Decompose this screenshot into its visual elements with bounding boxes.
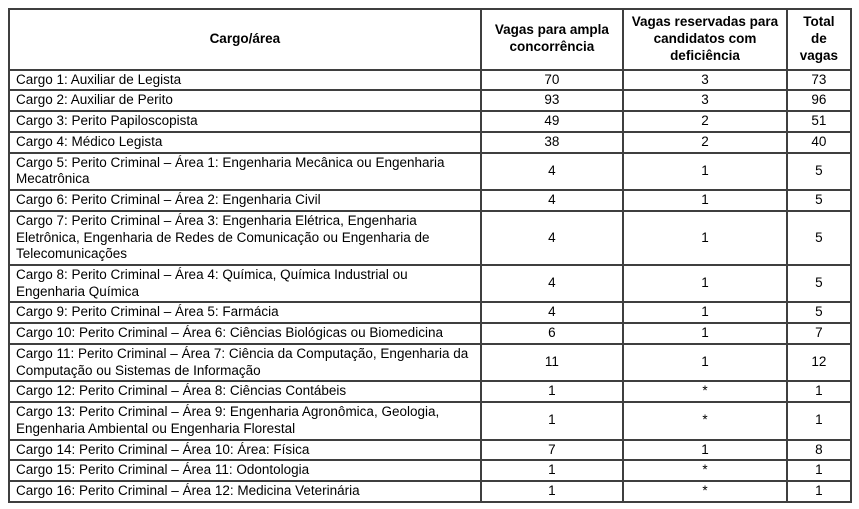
- total-cell: 51: [785, 110, 853, 133]
- cargo-cell: Cargo 16: Perito Criminal – Área 12: Med…: [8, 480, 482, 503]
- table-row: Cargo 3: Perito Papiloscopista 49 2 51: [8, 110, 853, 133]
- total-cell: 8: [785, 438, 853, 462]
- reservadas-cell: 1: [622, 189, 788, 212]
- table-row: Cargo 5: Perito Criminal – Área 1: Engen…: [8, 151, 853, 192]
- total-cell: 1: [785, 459, 853, 483]
- column-header-cargo: Cargo/área: [8, 8, 482, 71]
- table-row: Cargo 16: Perito Criminal – Área 12: Med…: [8, 480, 853, 503]
- reservadas-cell: 1: [622, 209, 788, 266]
- total-cell: 5: [785, 301, 853, 325]
- total-cell: 12: [785, 342, 853, 383]
- table-row: Cargo 10: Perito Criminal – Área 6: Ciên…: [8, 322, 853, 345]
- cargo-cell: Cargo 13: Perito Criminal – Área 9: Enge…: [8, 401, 482, 441]
- table-row: Cargo 12: Perito Criminal – Área 8: Ciên…: [8, 380, 853, 404]
- reservadas-cell: 3: [622, 89, 788, 113]
- ampla-cell: 1: [479, 401, 625, 441]
- ampla-cell: 4: [479, 301, 625, 325]
- ampla-cell: 1: [479, 380, 625, 404]
- total-cell: 5: [785, 189, 853, 212]
- table-row: Cargo 9: Perito Criminal – Área 5: Farmá…: [8, 301, 853, 325]
- reservadas-cell: 1: [622, 322, 788, 345]
- reservadas-cell: *: [622, 459, 788, 483]
- reservadas-cell: 1: [622, 151, 788, 192]
- reservadas-cell: 1: [622, 263, 788, 304]
- reservadas-cell: *: [622, 380, 788, 404]
- total-cell: 1: [785, 401, 853, 441]
- ampla-cell: 93: [479, 89, 625, 113]
- total-cell: 73: [785, 68, 853, 92]
- cargo-cell: Cargo 14: Perito Criminal – Área 10: Áre…: [8, 438, 482, 462]
- ampla-cell: 4: [479, 151, 625, 192]
- table-row: Cargo 11: Perito Criminal – Área 7: Ciên…: [8, 342, 853, 383]
- cargo-cell: Cargo 8: Perito Criminal – Área 4: Quími…: [8, 263, 482, 304]
- reservadas-cell: 1: [622, 301, 788, 325]
- reservadas-cell: 1: [622, 342, 788, 383]
- reservadas-cell: 2: [622, 110, 788, 133]
- cargo-cell: Cargo 4: Médico Legista: [8, 130, 482, 154]
- vacancies-table: Cargo/área Vagas para ampla concorrência…: [8, 8, 853, 503]
- column-header-reservadas: Vagas reservadas para candidatos com def…: [622, 8, 788, 71]
- ampla-cell: 49: [479, 110, 625, 133]
- table-row: Cargo 7: Perito Criminal – Área 3: Engen…: [8, 209, 853, 266]
- ampla-cell: 1: [479, 480, 625, 503]
- reservadas-cell: 3: [622, 68, 788, 92]
- reservadas-cell: *: [622, 401, 788, 441]
- table-row: Cargo 4: Médico Legista 38 2 40: [8, 130, 853, 154]
- table-row: Cargo 13: Perito Criminal – Área 9: Enge…: [8, 401, 853, 441]
- ampla-cell: 4: [479, 263, 625, 304]
- ampla-cell: 1: [479, 459, 625, 483]
- cargo-cell: Cargo 15: Perito Criminal – Área 11: Odo…: [8, 459, 482, 483]
- cargo-cell: Cargo 10: Perito Criminal – Área 6: Ciên…: [8, 322, 482, 345]
- cargo-cell: Cargo 2: Auxiliar de Perito: [8, 89, 482, 113]
- column-header-total: Total de vagas: [785, 8, 853, 71]
- cargo-cell: Cargo 11: Perito Criminal – Área 7: Ciên…: [8, 342, 482, 383]
- ampla-cell: 7: [479, 438, 625, 462]
- table-header-row: Cargo/área Vagas para ampla concorrência…: [8, 8, 853, 71]
- cargo-cell: Cargo 6: Perito Criminal – Área 2: Engen…: [8, 189, 482, 212]
- table-row: Cargo 14: Perito Criminal – Área 10: Áre…: [8, 438, 853, 462]
- column-header-ampla: Vagas para ampla concorrência: [479, 8, 625, 71]
- total-cell: 5: [785, 209, 853, 266]
- ampla-cell: 4: [479, 189, 625, 212]
- cargo-cell: Cargo 3: Perito Papiloscopista: [8, 110, 482, 133]
- table-row: Cargo 6: Perito Criminal – Área 2: Engen…: [8, 189, 853, 212]
- cargo-cell: Cargo 9: Perito Criminal – Área 5: Farmá…: [8, 301, 482, 325]
- total-cell: 40: [785, 130, 853, 154]
- total-cell: 7: [785, 322, 853, 345]
- total-cell: 96: [785, 89, 853, 113]
- cargo-cell: Cargo 1: Auxiliar de Legista: [8, 68, 482, 92]
- cargo-cell: Cargo 5: Perito Criminal – Área 1: Engen…: [8, 151, 482, 192]
- table-row: Cargo 15: Perito Criminal – Área 11: Odo…: [8, 459, 853, 483]
- total-cell: 5: [785, 151, 853, 192]
- total-cell: 5: [785, 263, 853, 304]
- table-row: Cargo 8: Perito Criminal – Área 4: Quími…: [8, 263, 853, 304]
- total-cell: 1: [785, 380, 853, 404]
- ampla-cell: 4: [479, 209, 625, 266]
- table-row: Cargo 2: Auxiliar de Perito 93 3 96: [8, 89, 853, 113]
- reservadas-cell: 2: [622, 130, 788, 154]
- cargo-cell: Cargo 12: Perito Criminal – Área 8: Ciên…: [8, 380, 482, 404]
- ampla-cell: 38: [479, 130, 625, 154]
- reservadas-cell: *: [622, 480, 788, 503]
- ampla-cell: 6: [479, 322, 625, 345]
- ampla-cell: 70: [479, 68, 625, 92]
- reservadas-cell: 1: [622, 438, 788, 462]
- table-row: Cargo 1: Auxiliar de Legista 70 3 73: [8, 68, 853, 92]
- ampla-cell: 11: [479, 342, 625, 383]
- cargo-cell: Cargo 7: Perito Criminal – Área 3: Engen…: [8, 209, 482, 266]
- total-cell: 1: [785, 480, 853, 503]
